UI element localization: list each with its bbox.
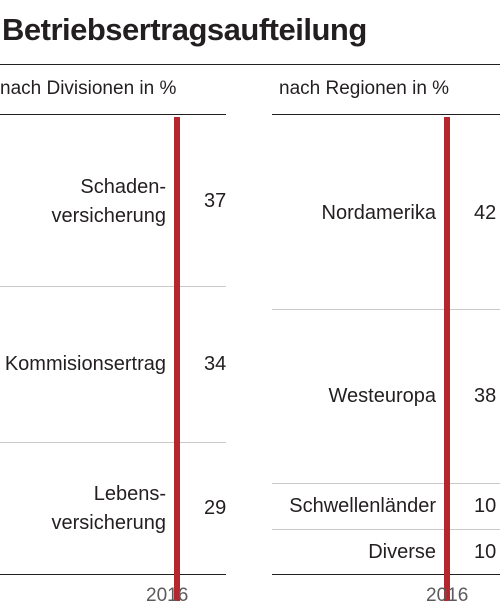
segment-value: 29 xyxy=(204,497,227,520)
segment-separator xyxy=(272,529,500,530)
title-rule xyxy=(0,64,500,65)
division-bar xyxy=(174,117,180,601)
segment-separator xyxy=(272,309,500,310)
division-subtitle: nach Divisionen in % xyxy=(0,78,177,99)
segment-label: Schaden-versicherung xyxy=(51,175,166,227)
segment-separator xyxy=(0,286,226,287)
segment-value: 42 xyxy=(474,201,497,224)
division-baseline xyxy=(0,574,226,575)
region-baseline xyxy=(272,574,500,575)
segment-label: Schwellenländer xyxy=(289,494,436,517)
segment-label: Lebens-versicherung xyxy=(51,482,166,534)
segment-value: 34 xyxy=(204,352,227,375)
segment-value: 10 xyxy=(474,494,497,517)
division-header-rule xyxy=(0,114,226,115)
segment-label: Nordamerika xyxy=(321,201,436,224)
segment-label: Westeuropa xyxy=(328,384,436,407)
division-year-label: 2016 xyxy=(146,585,189,606)
region-year-label: 2016 xyxy=(426,585,469,606)
segment-value: 10 xyxy=(474,540,497,563)
segment-label: Kommisionsertrag xyxy=(4,352,166,375)
chart-title: Betriebsertragsaufteilung xyxy=(2,12,367,47)
region-header-rule xyxy=(272,114,500,115)
segment-value: 37 xyxy=(204,190,227,213)
region-bar xyxy=(444,117,450,601)
segment-value: 38 xyxy=(474,384,497,407)
segment-label: Diverse xyxy=(368,540,436,563)
segment-separator xyxy=(0,442,226,443)
region-subtitle: nach Regionen in % xyxy=(279,78,450,99)
segment-separator xyxy=(272,483,500,484)
